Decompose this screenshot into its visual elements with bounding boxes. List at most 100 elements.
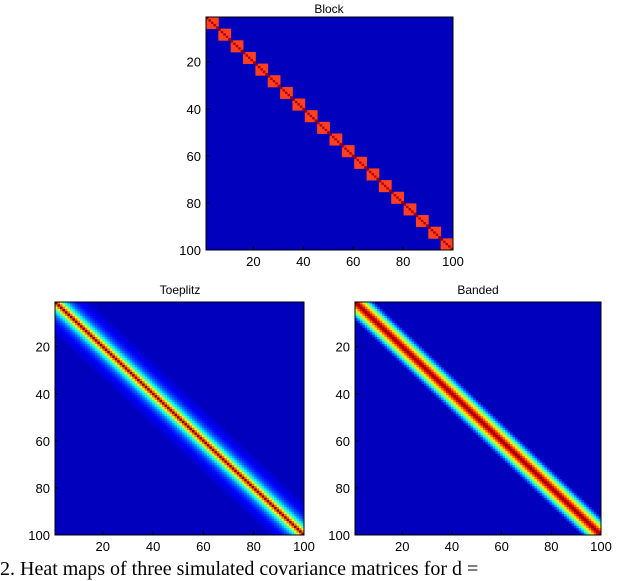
heatmap-cell bbox=[219, 453, 223, 457]
heatmap-cell bbox=[240, 44, 244, 48]
heatmap-cell bbox=[404, 334, 408, 338]
heatmap-cell bbox=[79, 350, 83, 354]
heatmap-cell bbox=[436, 367, 440, 370]
heatmap-cell bbox=[266, 500, 270, 503]
heatmap-cell bbox=[505, 451, 508, 454]
heatmap-cell bbox=[169, 423, 173, 426]
heatmap-cell bbox=[369, 177, 372, 181]
heatmap-cell bbox=[104, 343, 108, 347]
heatmap-cell bbox=[214, 476, 218, 480]
heatmap-cell bbox=[221, 451, 225, 454]
heatmap-cell bbox=[441, 392, 444, 396]
heatmap-cell bbox=[92, 357, 96, 361]
heatmap-cell bbox=[586, 523, 590, 527]
heatmap-cell bbox=[254, 458, 258, 461]
heatmap-cell bbox=[522, 469, 526, 473]
heatmap-cell bbox=[137, 390, 141, 394]
heatmap-cell bbox=[244, 490, 248, 494]
heatmap-cell bbox=[172, 441, 175, 445]
heatmap-cell bbox=[249, 514, 253, 517]
heatmap-cell bbox=[129, 388, 133, 391]
heatmap-cell bbox=[134, 399, 138, 403]
heatmap-cell bbox=[440, 247, 444, 251]
heatmap-cell bbox=[569, 490, 572, 494]
heatmap-cell bbox=[406, 357, 410, 361]
heatmap-cell bbox=[294, 514, 297, 517]
heatmap-cell bbox=[72, 336, 76, 340]
heatmap-cell bbox=[159, 425, 163, 429]
heatmap-cell bbox=[186, 418, 190, 422]
heatmap-cell bbox=[179, 423, 183, 426]
heatmap-cell bbox=[554, 474, 558, 478]
heatmap-cell bbox=[147, 390, 151, 394]
heatmap-cell bbox=[309, 112, 313, 116]
heatmap-cell bbox=[134, 397, 138, 401]
heatmap-cell bbox=[264, 483, 268, 487]
heatmap-cell bbox=[443, 371, 447, 375]
heatmap-cell bbox=[404, 353, 408, 356]
heatmap-cell bbox=[426, 381, 430, 384]
heatmap-cell bbox=[208, 23, 212, 27]
heatmap-cell bbox=[549, 495, 553, 499]
heatmap-cell bbox=[487, 413, 491, 417]
heatmap-cell bbox=[573, 500, 577, 503]
heatmap-cell bbox=[167, 383, 170, 387]
heatmap-cell bbox=[221, 474, 225, 478]
heatmap-cell bbox=[285, 91, 288, 95]
heatmap-cell bbox=[149, 411, 153, 415]
heatmap-cell bbox=[463, 388, 467, 391]
heatmap-cell bbox=[249, 502, 253, 506]
heatmap-cell bbox=[473, 423, 476, 426]
heatmap-cell bbox=[307, 112, 311, 116]
heatmap-cell bbox=[144, 392, 148, 396]
heatmap-cell bbox=[519, 441, 523, 445]
heatmap-cell bbox=[127, 390, 131, 394]
heatmap-cell bbox=[460, 395, 464, 398]
heatmap-cell bbox=[487, 423, 491, 426]
heatmap-cell bbox=[189, 439, 193, 443]
heatmap-cell bbox=[301, 530, 305, 534]
heatmap-cell bbox=[231, 490, 235, 494]
heatmap-cell bbox=[112, 327, 116, 331]
heatmap-cell bbox=[92, 339, 96, 343]
heatmap-cell bbox=[87, 320, 91, 324]
heatmap-cell bbox=[144, 402, 148, 405]
heatmap-cell bbox=[386, 325, 390, 329]
heatmap-cell bbox=[423, 376, 427, 380]
heatmap-cell bbox=[431, 378, 435, 382]
heatmap-cell bbox=[421, 350, 425, 354]
heatmap-cell bbox=[239, 467, 243, 471]
heatmap-cell bbox=[142, 413, 146, 417]
heatmap-cell bbox=[406, 346, 410, 349]
heatmap-cell bbox=[339, 142, 343, 146]
heatmap-cell bbox=[556, 504, 560, 508]
heatmap-cell bbox=[274, 502, 278, 506]
heatmap-cell bbox=[413, 212, 417, 216]
heatmap-cell bbox=[421, 369, 425, 373]
heatmap-cell bbox=[206, 441, 210, 445]
heatmap-cell bbox=[465, 399, 469, 403]
heatmap-cell bbox=[219, 465, 223, 468]
heatmap-cell bbox=[142, 376, 146, 380]
x-tick-label: 80 bbox=[544, 539, 558, 554]
heatmap-cell bbox=[544, 495, 548, 499]
heatmap-cell bbox=[174, 397, 178, 401]
heatmap-cell bbox=[137, 383, 141, 387]
heatmap-cell bbox=[554, 488, 558, 492]
heatmap-cell bbox=[233, 47, 237, 51]
heatmap-cell bbox=[87, 332, 91, 336]
heatmap-cell bbox=[97, 336, 101, 340]
heatmap-cell bbox=[509, 432, 513, 436]
heatmap-cell bbox=[62, 311, 66, 315]
heatmap-cell bbox=[571, 490, 575, 494]
heatmap-cell bbox=[256, 479, 260, 482]
heatmap-cell bbox=[478, 432, 481, 436]
heatmap-cell bbox=[446, 383, 449, 387]
heatmap-cell bbox=[72, 320, 76, 324]
heatmap-cell bbox=[249, 467, 253, 471]
heatmap-cell bbox=[438, 397, 442, 401]
heatmap-cell bbox=[409, 357, 412, 361]
heatmap-cell bbox=[87, 325, 91, 329]
heatmap-cell bbox=[229, 451, 233, 454]
heatmap-cell bbox=[266, 525, 270, 529]
